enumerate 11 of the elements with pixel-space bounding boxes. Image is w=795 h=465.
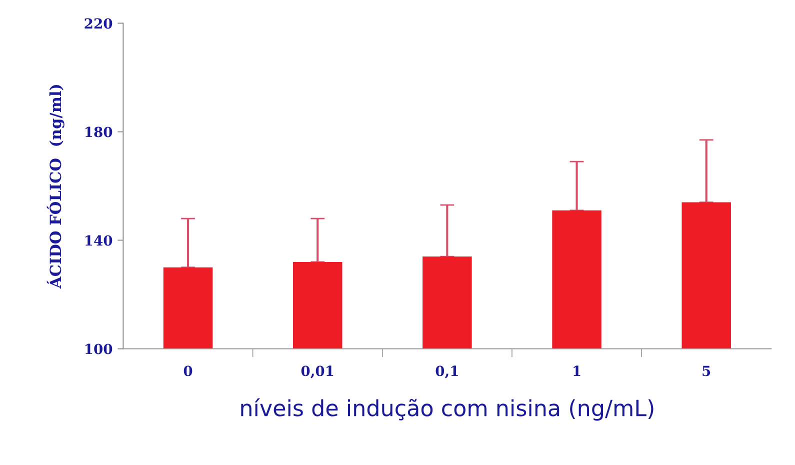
x-tick-label: 0,01: [301, 366, 334, 378]
y-tick-label: 100: [86, 344, 112, 354]
x-axis-title: níveis de indução com nisina (ng/mL): [241, 398, 654, 421]
x-tick-label: 5: [702, 366, 710, 376]
y-tick-label: 140: [86, 235, 112, 246]
x-tick-label: 1: [574, 366, 580, 376]
y-axis-title: ÁCIDO FÓLICO (ng/ml): [46, 84, 64, 289]
x-tick-label: 0,1: [436, 366, 458, 378]
y-tick-label: 180: [86, 126, 112, 138]
x-tick-label: 0: [184, 366, 192, 376]
y-tick-label: 220: [84, 18, 112, 29]
